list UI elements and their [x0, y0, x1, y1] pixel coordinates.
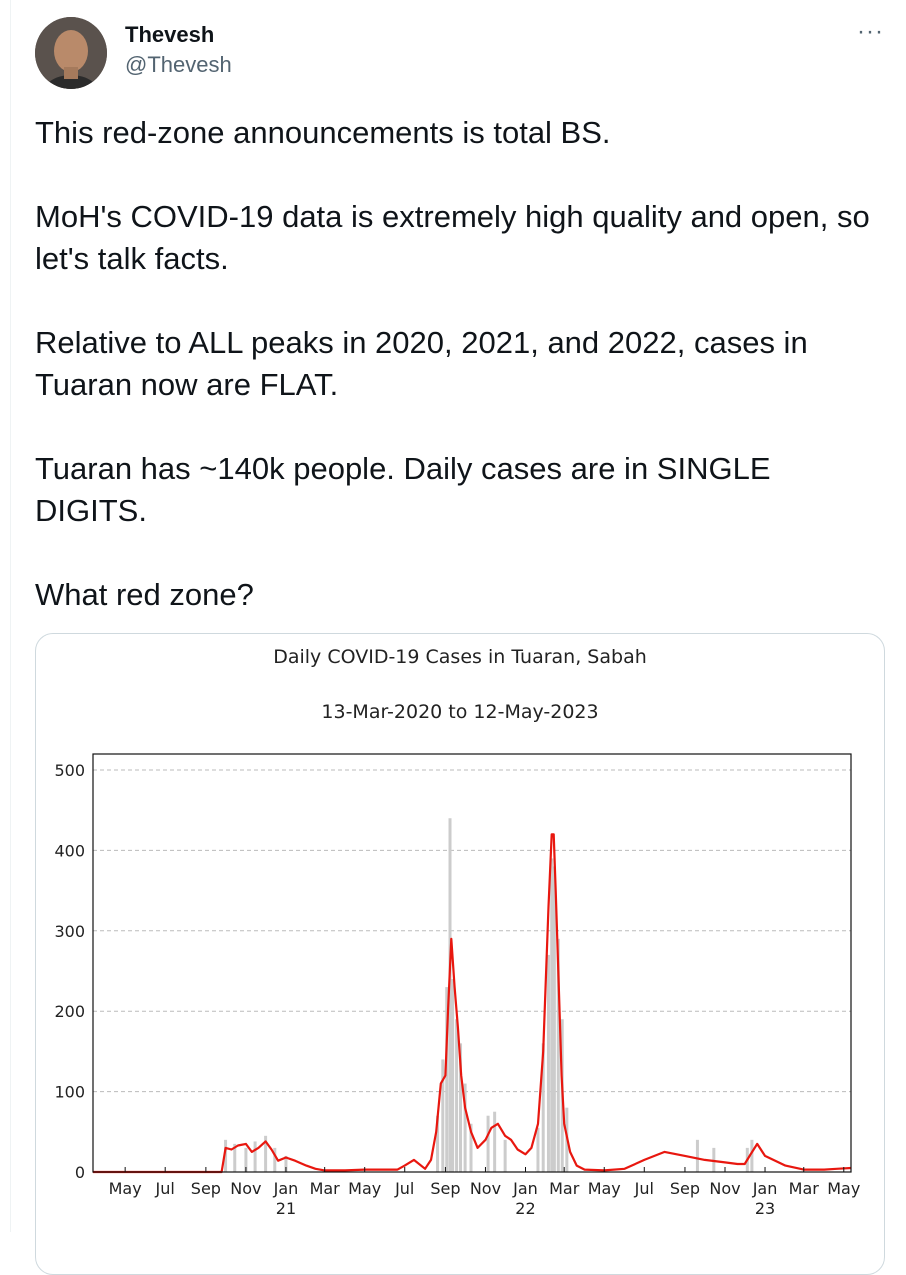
data-bar [224, 1139, 228, 1172]
data-bar [459, 1043, 463, 1172]
data-bar [445, 987, 449, 1172]
x-tick-label: May [588, 1179, 621, 1198]
chart-image-card[interactable]: Daily COVID-19 Cases in Tuaran, Sabah 13… [35, 633, 885, 1275]
data-bar [695, 1139, 699, 1172]
author-handle[interactable]: @Thevesh [125, 52, 232, 77]
line-series [93, 833, 852, 1174]
x-tick-label: Nov [709, 1179, 740, 1198]
x-tick-year-label: 21 [276, 1199, 296, 1218]
data-bar [441, 1059, 445, 1172]
y-tick-label: 200 [54, 1002, 85, 1021]
data-bar [436, 1115, 440, 1172]
x-tick-label: Mar [310, 1179, 341, 1198]
y-tick-label: 300 [54, 922, 85, 941]
data-bar [552, 866, 556, 1172]
x-tick-label: Jan [752, 1179, 778, 1198]
data-bar [541, 1043, 545, 1172]
tweet-text: This red-zone announcements is total BS.… [35, 115, 870, 612]
x-tick-label: Jul [634, 1179, 654, 1198]
y-tick-label: 100 [54, 1083, 85, 1102]
plot-frame [92, 753, 852, 1173]
data-bar [264, 1135, 268, 1172]
data-bar [233, 1143, 237, 1172]
x-tick-label: Nov [470, 1179, 501, 1198]
bar-series [224, 818, 754, 1172]
x-tick-label: Sep [191, 1179, 221, 1198]
data-bar [556, 938, 560, 1172]
x-tick-year-label: 22 [515, 1199, 535, 1218]
x-tick-label: May [109, 1179, 142, 1198]
data-bar [284, 1155, 288, 1172]
y-tick-label: 0 [75, 1163, 85, 1182]
x-tick-label: Mar [789, 1179, 820, 1198]
chart-subtitle: 13-Mar-2020 to 12-May-2023 [321, 701, 599, 723]
author-avatar[interactable] [35, 17, 107, 89]
data-bar [503, 1139, 507, 1172]
data-bar [493, 1111, 497, 1172]
chart-grid [93, 769, 851, 1093]
y-tick-label: 500 [54, 761, 85, 780]
data-bar [463, 1083, 467, 1172]
data-bar [273, 1147, 277, 1172]
x-tick-label: Sep [430, 1179, 460, 1198]
chart-title: Daily COVID-19 Cases in Tuaran, Sabah [273, 646, 647, 668]
data-bar [253, 1141, 257, 1172]
y-tick-label: 400 [54, 841, 85, 860]
author-display-name[interactable]: Thevesh [125, 22, 215, 47]
data-bar [244, 1147, 248, 1172]
x-tick-label: Jul [155, 1179, 175, 1198]
x-tick-label: Jul [394, 1179, 414, 1198]
data-bar [469, 1123, 473, 1172]
data-bar [546, 954, 550, 1172]
x-tick-label: Mar [549, 1179, 580, 1198]
more-options-icon[interactable]: ··· [857, 18, 884, 45]
x-tick-label: Sep [670, 1179, 700, 1198]
cases-line [93, 833, 852, 1174]
data-bar [451, 979, 455, 1172]
x-tick-label: Nov [230, 1179, 261, 1198]
x-tick-label: May [827, 1179, 860, 1198]
data-bar [750, 1139, 754, 1172]
data-bar [486, 1115, 490, 1172]
user-avatar-icon [35, 17, 107, 89]
y-axis-ticks: 0 100 200 300 400 500 [54, 761, 85, 1182]
timeline-border [10, 0, 11, 1232]
data-bar [455, 1019, 459, 1172]
data-bar [536, 1127, 540, 1172]
data-bar [448, 818, 452, 1172]
x-tick-label: Jan [273, 1179, 299, 1198]
x-tick-label: May [348, 1179, 381, 1198]
data-bar [550, 858, 554, 1172]
x-tick-label: Jan [512, 1179, 538, 1198]
x-tick-year-label: 23 [755, 1199, 775, 1218]
